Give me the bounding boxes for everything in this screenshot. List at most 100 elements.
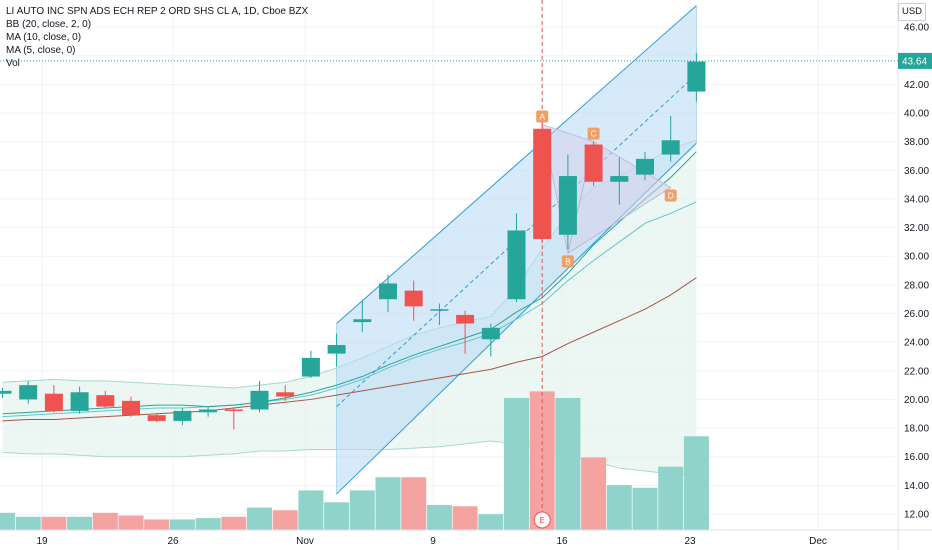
volume-bar	[478, 514, 504, 530]
candle-body	[533, 128, 552, 240]
y-tick-label: 38.00	[904, 137, 929, 148]
x-tick-label: 9	[430, 536, 436, 547]
volume-bar	[67, 516, 93, 530]
candle-body	[44, 393, 63, 411]
volume-bar	[581, 457, 607, 530]
volume-bar	[349, 490, 375, 530]
legend-ma5[interactable]: MA (5, close, 0)	[6, 45, 76, 56]
candle-body	[379, 283, 397, 300]
volume-bar	[401, 477, 427, 530]
candle-body	[661, 140, 680, 155]
pattern-point-d	[664, 189, 677, 202]
candle-body	[327, 345, 346, 354]
volume-bar	[606, 485, 632, 530]
candle-body	[584, 144, 603, 182]
y-tick-label: 26.00	[904, 309, 929, 320]
bb-fill	[2, 140, 697, 476]
volume-bar	[272, 510, 298, 530]
y-tick-label: 28.00	[904, 280, 929, 291]
candle-body	[250, 390, 269, 410]
y-tick-label: 34.00	[904, 194, 929, 205]
pattern-label-b: B	[565, 256, 571, 266]
candle-body	[610, 176, 629, 182]
chart-legend: LI AUTO INC SPN ADS ECH REP 2 ORD SHS CL…	[6, 5, 308, 70]
y-tick-label: 30.00	[904, 252, 929, 263]
y-tick-label: 14.00	[904, 481, 929, 492]
candlesticks	[0, 52, 706, 430]
y-tick-label: 18.00	[904, 424, 929, 435]
volume-bar	[15, 516, 41, 530]
volume-bar	[221, 516, 247, 530]
volume-bar	[504, 398, 529, 530]
candle-body	[70, 392, 89, 411]
volume-bar	[247, 507, 272, 530]
volume-bar	[298, 490, 324, 530]
x-tick-label: 16	[556, 536, 568, 547]
volume-bar	[452, 506, 478, 530]
y-tick-label: 36.00	[904, 166, 929, 177]
last-price-label: 43.64	[902, 56, 927, 67]
y-tick-label: 40.00	[904, 109, 929, 120]
pattern-point-b	[561, 255, 574, 268]
volume-bar	[144, 519, 170, 530]
currency-badge[interactable]: USD	[898, 3, 926, 21]
pattern-label-a: A	[539, 111, 545, 121]
earnings-marker	[533, 511, 551, 529]
volume-bar	[658, 466, 684, 530]
candle-body	[687, 61, 706, 92]
volume-bar	[92, 512, 118, 530]
candle-body	[276, 392, 295, 397]
y-tick-label: 16.00	[904, 452, 929, 463]
x-tick-label: 19	[36, 536, 48, 547]
volume-bar	[0, 512, 15, 530]
candle-body	[173, 410, 192, 421]
volume-bar	[529, 391, 555, 530]
moving-averages	[2, 151, 697, 422]
candle-body	[122, 400, 140, 416]
sma-long-line	[2, 277, 697, 422]
y-tick-label: 12.00	[904, 510, 929, 521]
y-tick-label: 42.00	[904, 80, 929, 91]
candle-body	[301, 357, 320, 377]
candle-body	[353, 319, 372, 323]
candle-body	[558, 176, 577, 235]
candle-body	[224, 409, 243, 411]
legend-ma10[interactable]: MA (10, close, 0)	[6, 32, 82, 43]
legend-bb[interactable]: BB (20, close, 2, 0)	[6, 19, 92, 30]
x-tick-label: 23	[684, 536, 696, 547]
volume-bar	[632, 487, 658, 530]
y-tick-label: 20.00	[904, 395, 929, 406]
pattern-point-c	[587, 127, 600, 140]
last-price-badge	[898, 52, 932, 69]
x-tick-label: 26	[167, 536, 179, 547]
channel-mid-line	[336, 74, 697, 407]
pattern-label-d: D	[668, 191, 674, 201]
volume-bar	[195, 518, 221, 530]
candle-body	[456, 314, 475, 324]
earnings-marker-label: E	[540, 516, 545, 525]
pattern-label-c: C	[591, 129, 597, 139]
volume-bar	[324, 502, 350, 530]
x-tick-label: Nov	[296, 536, 314, 547]
candle-body	[147, 415, 166, 421]
candle-body	[96, 395, 115, 407]
y-tick-label: 22.00	[904, 366, 929, 377]
pattern-point-a	[536, 110, 549, 123]
candle-body	[19, 385, 38, 400]
x-tick-label: Dec	[809, 536, 827, 547]
channel-upper-line	[336, 5, 697, 324]
candle-body	[507, 230, 526, 300]
candle-body	[199, 409, 218, 413]
legend-title[interactable]: LI AUTO INC SPN ADS ECH REP 2 ORD SHS CL…	[6, 6, 309, 17]
candle-body	[481, 327, 500, 340]
legend-vol[interactable]: Vol	[6, 58, 20, 69]
ma10-line	[2, 151, 697, 415]
y-tick-label: 24.00	[904, 338, 929, 349]
volume-bar	[426, 504, 452, 530]
candle-body	[430, 309, 449, 311]
candle-body	[636, 158, 654, 175]
volume-bar	[118, 515, 144, 530]
volume-bar	[41, 516, 67, 530]
